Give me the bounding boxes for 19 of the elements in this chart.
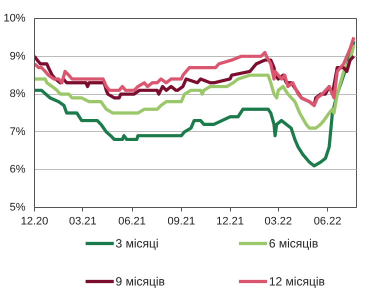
y-tick-label: 6% (10, 164, 26, 176)
line-series (34, 43, 356, 130)
y-tick-label: 5% (10, 202, 26, 214)
x-tick-label: 09.21 (168, 216, 196, 228)
x-tick-label: 06.21 (118, 216, 146, 228)
legend-label: 9 місяців (116, 274, 165, 288)
legend-label: 6 місяців (268, 236, 318, 250)
legend-label: 12 місяців (268, 274, 325, 288)
x-tick-label: 12.21 (216, 216, 244, 228)
y-tick-label: 8% (10, 88, 26, 100)
x-tick-label: 06.22 (314, 216, 342, 228)
line-series (34, 36, 356, 108)
x-tick-label: 12.20 (20, 216, 48, 228)
x-tick-label: 03.21 (68, 216, 96, 228)
x-tick-label: 03.22 (264, 216, 292, 228)
legend-label: 3 місяці (116, 236, 159, 250)
y-tick-label: 9% (10, 50, 26, 62)
y-tick-label: 7% (10, 126, 26, 138)
y-tick-label: 10% (3, 12, 26, 24)
